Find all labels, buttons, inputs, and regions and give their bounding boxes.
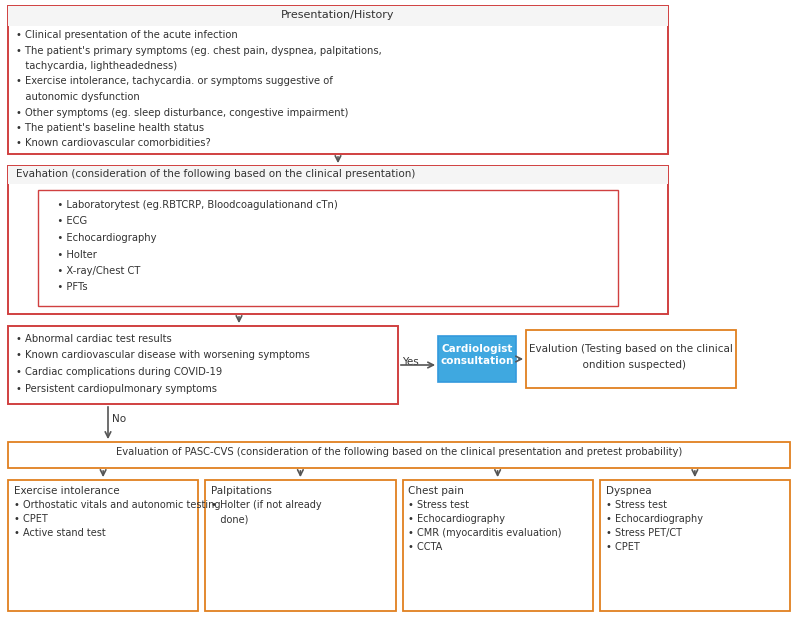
Text: Chest pain: Chest pain (409, 486, 464, 496)
Text: • The patient's primary symptoms (eg. chest pain, dyspnea, palpitations,: • The patient's primary symptoms (eg. ch… (16, 46, 382, 56)
Text: • X-ray/Chest CT: • X-ray/Chest CT (48, 266, 140, 276)
Bar (38, 190, 618, 306)
Bar (8, 6, 668, 26)
Text: • CPET: • CPET (606, 542, 639, 552)
Bar (8, 480, 198, 611)
Text: • Echocardiography: • Echocardiography (606, 514, 702, 524)
Text: • Stress test: • Stress test (409, 500, 470, 510)
Bar (8, 166, 668, 314)
Text: • Stress PET/CT: • Stress PET/CT (606, 528, 682, 538)
Bar (8, 166, 668, 184)
Text: • Known cardiovascular disease with worsening symptoms: • Known cardiovascular disease with wors… (16, 350, 310, 360)
Bar (600, 480, 790, 611)
Text: • Abnormal cardiac test results: • Abnormal cardiac test results (16, 334, 172, 344)
Text: Presentation/History: Presentation/History (282, 10, 394, 20)
Text: Exercise intolerance: Exercise intolerance (14, 486, 120, 496)
Bar (8, 326, 398, 404)
Text: • Stress test: • Stress test (606, 500, 666, 510)
Text: done): done) (211, 514, 249, 524)
Text: • Holter: • Holter (48, 249, 97, 259)
Text: • Other symptoms (eg. sleep disturbance, congestive impairment): • Other symptoms (eg. sleep disturbance,… (16, 108, 348, 118)
Text: autonomic dysfunction: autonomic dysfunction (16, 92, 140, 102)
Text: • CCTA: • CCTA (409, 542, 442, 552)
Bar (8, 6, 668, 154)
Text: • Clinical presentation of the acute infection: • Clinical presentation of the acute inf… (16, 30, 238, 40)
Text: • CPET: • CPET (14, 514, 48, 524)
Bar (526, 330, 736, 388)
Bar (8, 442, 790, 468)
Text: Evahation (consideration of the following based on the clinical presentation): Evahation (consideration of the followin… (16, 169, 415, 179)
Text: • The patient's baseline health status: • The patient's baseline health status (16, 123, 204, 133)
Text: Evaluation of PASC-CVS (consideration of the following based on the clinical pre: Evaluation of PASC-CVS (consideration of… (116, 447, 682, 457)
Text: Cardiologist
consultation: Cardiologist consultation (440, 344, 514, 366)
Text: • Cardiac complications during COVID-19: • Cardiac complications during COVID-19 (16, 367, 222, 377)
Text: • PFTs: • PFTs (48, 282, 88, 293)
Text: • Active stand test: • Active stand test (14, 528, 106, 538)
Text: Palpitations: Palpitations (211, 486, 272, 496)
Text: • Orthostatic vitals and autonomic testing: • Orthostatic vitals and autonomic testi… (14, 500, 221, 510)
Text: tachycardia, lightheadedness): tachycardia, lightheadedness) (16, 61, 177, 71)
Bar (438, 336, 516, 382)
Text: • Exercise intolerance, tachycardia. or symptoms suggestive of: • Exercise intolerance, tachycardia. or … (16, 77, 333, 87)
Text: • Persistent cardiopulmonary symptoms: • Persistent cardiopulmonary symptoms (16, 384, 217, 394)
Text: No: No (112, 414, 126, 424)
Text: • Holter (if not already: • Holter (if not already (211, 500, 322, 510)
Text: Yes: Yes (402, 357, 418, 367)
Text: Evalution (Testing based on the clinical: Evalution (Testing based on the clinical (529, 344, 733, 354)
Text: Dyspnea: Dyspnea (606, 486, 651, 496)
Text: • Laboratorytest (eg.RBTCRP, Bloodcoagulationand cTn): • Laboratorytest (eg.RBTCRP, Bloodcoagul… (48, 200, 338, 210)
Text: • Echocardiography: • Echocardiography (48, 233, 157, 243)
Bar (402, 480, 593, 611)
Text: ondition suspected): ondition suspected) (576, 360, 686, 370)
Text: • Echocardiography: • Echocardiography (409, 514, 506, 524)
Text: • Known cardiovascular comorbidities?: • Known cardiovascular comorbidities? (16, 139, 210, 149)
Bar (206, 480, 395, 611)
Text: • ECG: • ECG (48, 217, 87, 227)
Text: • CMR (myocarditis evaluation): • CMR (myocarditis evaluation) (409, 528, 562, 538)
